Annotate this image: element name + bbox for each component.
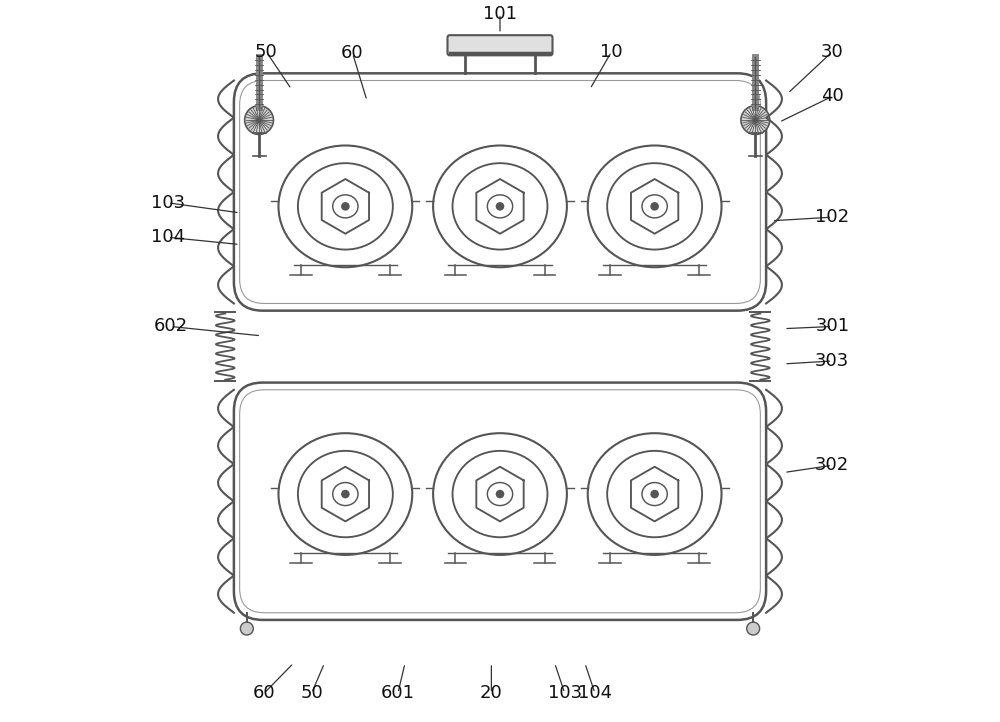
Text: 30: 30 — [821, 43, 844, 61]
Circle shape — [342, 203, 349, 210]
Text: 301: 301 — [815, 318, 849, 336]
Circle shape — [496, 203, 504, 210]
Circle shape — [651, 490, 658, 497]
Text: 303: 303 — [815, 352, 849, 370]
Text: 601: 601 — [381, 684, 415, 703]
Circle shape — [747, 622, 760, 635]
Text: 103: 103 — [151, 193, 185, 212]
Circle shape — [342, 490, 349, 497]
Text: 101: 101 — [483, 4, 517, 22]
Text: 102: 102 — [815, 208, 849, 226]
Text: 602: 602 — [154, 318, 188, 336]
FancyBboxPatch shape — [447, 35, 553, 56]
Circle shape — [245, 105, 273, 134]
Text: 302: 302 — [815, 456, 849, 474]
Text: 104: 104 — [578, 684, 612, 703]
Text: 104: 104 — [151, 228, 185, 246]
Text: 60: 60 — [341, 44, 364, 62]
Text: 60: 60 — [253, 684, 275, 703]
Circle shape — [651, 203, 658, 210]
Text: 40: 40 — [821, 87, 844, 105]
Text: 50: 50 — [255, 43, 278, 61]
Text: 103: 103 — [548, 684, 582, 703]
Text: 20: 20 — [480, 684, 503, 703]
Circle shape — [240, 622, 253, 635]
Text: 10: 10 — [600, 43, 623, 61]
Circle shape — [741, 105, 770, 134]
Circle shape — [496, 490, 504, 497]
Text: 50: 50 — [300, 684, 323, 703]
